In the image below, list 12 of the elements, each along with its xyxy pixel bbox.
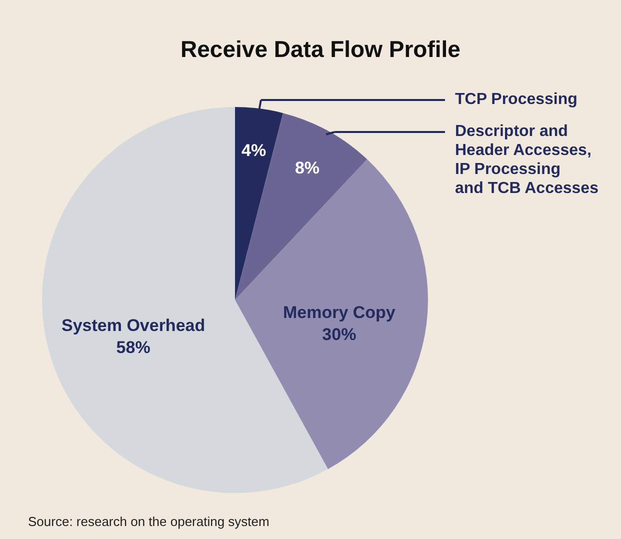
pie-slice [235,159,428,470]
slice-label: Memory Copy [282,303,396,322]
slice-label: TCP Processing [455,91,578,108]
source-note: Source: research on the operating system [28,514,270,529]
slice-label: Descriptor and Header Accesses, IP Processing and TCB Accesses [455,123,599,197]
data-label: 8% [294,158,320,178]
chart-title: Receive Data Flow Profile [180,36,460,62]
slice-label: System Overhead [61,316,206,336]
pie-slice [235,113,368,300]
data-label: 58% [116,338,150,358]
data-label: 4% [242,141,266,160]
data-label: 30% [322,325,356,344]
